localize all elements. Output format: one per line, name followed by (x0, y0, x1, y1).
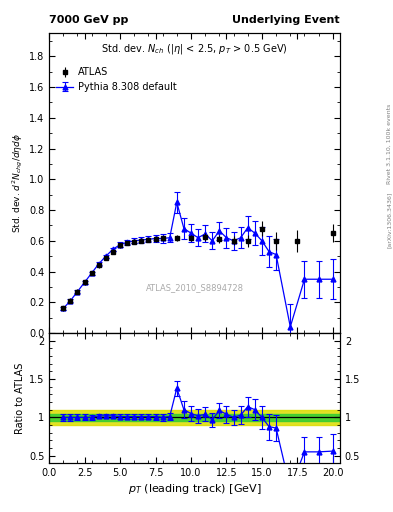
Legend: ATLAS, Pythia 8.308 default: ATLAS, Pythia 8.308 default (52, 63, 181, 96)
Text: [arXiv:1306.3436]: [arXiv:1306.3436] (387, 192, 391, 248)
Y-axis label: Std. dev. $d^2N_{chg}/d\eta d\phi$: Std. dev. $d^2N_{chg}/d\eta d\phi$ (10, 133, 25, 233)
Text: ATLAS_2010_S8894728: ATLAS_2010_S8894728 (145, 284, 244, 292)
Y-axis label: Ratio to ATLAS: Ratio to ATLAS (15, 362, 25, 434)
Text: Std. dev. $N_{ch}$ ($|\eta|$ < 2.5, $p_T$ > 0.5 GeV): Std. dev. $N_{ch}$ ($|\eta|$ < 2.5, $p_T… (101, 42, 288, 56)
Text: 7000 GeV pp: 7000 GeV pp (49, 14, 129, 25)
X-axis label: $p_T$ (leading track) [GeV]: $p_T$ (leading track) [GeV] (128, 482, 261, 497)
Text: Underlying Event: Underlying Event (232, 14, 340, 25)
Text: Rivet 3.1.10, 100k events: Rivet 3.1.10, 100k events (387, 103, 391, 183)
